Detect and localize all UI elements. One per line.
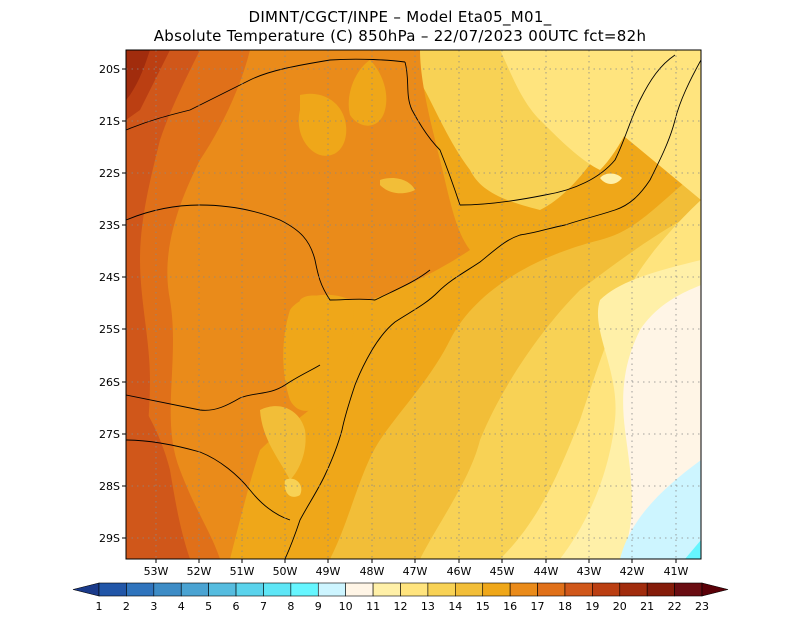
colorbar-label: 7 [260,600,267,613]
colorbar-label: 6 [233,600,240,613]
colorbar-label: 9 [315,600,322,613]
lat-label: 29S [99,532,120,545]
lon-label: 47W [403,565,428,578]
lat-label: 20S [99,63,120,76]
colorbar-segment [372,582,401,597]
map-title-line1: DIMNT/CGCT/INPE – Model Eta05_M01_ [248,8,552,26]
colorbar-label: 2 [123,600,130,613]
colorbar-label: 16 [503,600,517,613]
colorbar-label: 1 [96,600,103,613]
lat-label: 22S [99,167,120,180]
colorbar-label: 4 [178,600,185,613]
colorbar-label: 17 [531,600,545,613]
colorbar-segment [263,582,292,597]
colorbar-segment [153,582,182,597]
lon-label: 48W [360,565,385,578]
colorbar-segment [455,582,484,597]
colorbar-segment [235,582,264,597]
lon-label: 42W [620,565,645,578]
lon-label: 43W [577,565,602,578]
lat-label: 24S [99,271,120,284]
lon-label: 50W [273,565,298,578]
temperature-fill [126,50,701,559]
colorbar-label: 12 [394,600,408,613]
map-frame [125,49,702,560]
lat-label: 25S [99,323,120,336]
colorbar-segment [674,582,703,597]
coastline-and-borders [126,54,701,559]
colorbar-label: 8 [287,600,294,613]
colorbar-segment [345,582,374,597]
colorbar-label: 10 [339,600,353,613]
colorbar-segment [482,582,511,597]
map-title-line2: Absolute Temperature (C) 850hPa – 22/07/… [153,27,647,45]
lat-label: 27S [99,428,120,441]
colorbar-label: 13 [421,600,435,613]
colorbar-segment [537,582,566,597]
colorbar-label: 19 [585,600,599,613]
colorbar-segment [427,582,456,597]
lon-label: 49W [316,565,341,578]
colorbar-label: 23 [695,600,709,613]
colorbar-label: 3 [150,600,157,613]
colorbar-segment [619,582,648,597]
lon-label: 46W [447,565,472,578]
lat-label: 23S [99,219,120,232]
lat-label: 28S [99,480,120,493]
colorbar-label: 15 [476,600,490,613]
colorbar-segment [126,582,155,597]
colorbar-label: 22 [668,600,682,613]
colorbar-left-arrow [72,582,100,597]
lon-label: 44W [534,565,559,578]
lon-label: 45W [490,565,515,578]
lon-label: 51W [230,565,255,578]
colorbar-segment [509,582,538,597]
lon-label: 52W [187,565,212,578]
lon-label: 41W [664,565,689,578]
colorbar-segment [290,582,319,597]
colorbar-label: 20 [613,600,627,613]
colorbar-segment [317,582,346,597]
colorbar-label: 18 [558,600,572,613]
colorbar-label: 5 [205,600,212,613]
lat-label: 21S [99,115,120,128]
colorbar-segment [98,582,127,597]
colorbar-segment [400,582,429,597]
colorbar-label: 21 [640,600,654,613]
colorbar-segment [208,582,237,597]
colorbar-segment [180,582,209,597]
lon-label: 53W [144,565,169,578]
colorbar-right-arrow [701,582,729,597]
colorbar-segment [646,582,675,597]
lat-label: 26S [99,376,120,389]
graticule [126,50,701,559]
colorbar: 1 2 3 4 5 6 7 8 9 10 11 12 13 14 15 16 17 18 19 20 21 22 23 [72,582,729,613]
colorbar-label: 14 [448,600,462,613]
colorbar-segment [564,582,593,597]
colorbar-label: 11 [366,600,380,613]
colorbar-segment [592,582,621,597]
